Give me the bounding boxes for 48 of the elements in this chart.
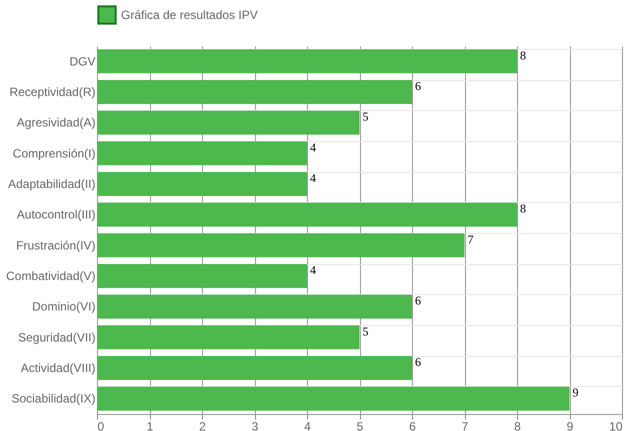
data-label: 7 (468, 232, 474, 246)
data-label: 4 (310, 171, 316, 185)
data-label: 8 (520, 48, 526, 62)
y-tick-label: DGV (69, 54, 96, 68)
y-tick-label: Combatividad(V) (6, 269, 96, 283)
bar (97, 233, 464, 258)
x-tick-label: 4 (304, 420, 312, 431)
y-tick-label: Comprensión(I) (12, 146, 96, 160)
y-tick-label: Agresividad(A) (16, 116, 96, 130)
x-tick-label: 6 (409, 420, 416, 431)
bar (97, 264, 307, 288)
bar (97, 49, 517, 74)
bar (97, 80, 412, 104)
bar (97, 110, 360, 135)
bar (97, 172, 307, 196)
x-tick-label: 5 (356, 420, 364, 431)
data-label: 6 (415, 294, 421, 308)
data-label: 4 (310, 263, 316, 277)
data-label: 4 (310, 140, 316, 154)
y-tick-label: Adaptabilidad(II) (8, 177, 96, 191)
y-tick-label: Seguridad(VII) (18, 330, 96, 344)
y-tick-label: Sociabilidad(IX) (11, 392, 96, 406)
x-tick-label: 1 (146, 420, 154, 431)
x-tick-label: 8 (514, 420, 522, 431)
y-tick-label: Dominio(VI) (32, 300, 96, 314)
y-tick-label: Autocontrol(III) (16, 208, 96, 222)
x-tick-label: 7 (462, 420, 469, 431)
data-label: 6 (415, 79, 421, 93)
legend-label: Gráfica de resultados IPV (121, 8, 258, 22)
bar (97, 356, 412, 380)
x-tick-label: 0 (98, 420, 104, 431)
bar (97, 202, 517, 227)
data-label: 5 (362, 324, 368, 338)
x-tick-label: 10 (609, 420, 623, 431)
y-tick-label: Actividad(VIII) (20, 361, 96, 375)
data-label: 9 (572, 386, 578, 400)
bar (97, 294, 412, 319)
x-tick-label: 2 (199, 420, 206, 431)
x-tick-label: 3 (252, 420, 259, 431)
data-label: 6 (415, 355, 421, 369)
bar (97, 325, 360, 350)
y-tick-label: Frustración(IV) (16, 238, 96, 252)
data-label: 5 (362, 110, 368, 124)
data-label: 8 (520, 202, 526, 216)
x-tick-label: 9 (566, 420, 574, 431)
bar (97, 141, 307, 166)
bar (97, 386, 570, 411)
y-tick-label: Receptividad(R) (9, 85, 96, 99)
